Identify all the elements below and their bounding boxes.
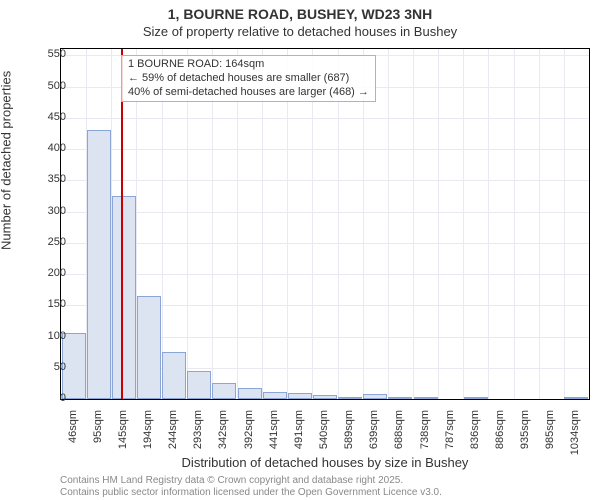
- gridline-h: [61, 274, 589, 275]
- chart-title: 1, BOURNE ROAD, BUSHEY, WD23 3NH: [0, 6, 600, 22]
- gridline-v: [463, 49, 464, 399]
- ytick-label: 300: [48, 205, 66, 217]
- gridline-h: [61, 180, 589, 181]
- xtick-label: 392sqm: [243, 410, 255, 460]
- xtick-label: 589sqm: [343, 410, 355, 460]
- xtick-label: 1034sqm: [569, 410, 581, 460]
- ytick-label: 200: [48, 267, 66, 279]
- ytick-label: 400: [48, 142, 66, 154]
- ytick-label: 0: [60, 392, 66, 404]
- gridline-h: [61, 212, 589, 213]
- xtick-label: 95sqm: [92, 410, 104, 460]
- bar: [313, 395, 337, 399]
- bar: [363, 394, 387, 399]
- xtick-label: 935sqm: [519, 410, 531, 460]
- gridline-h: [61, 243, 589, 244]
- gridline-v: [539, 49, 540, 399]
- xtick-label: 738sqm: [419, 410, 431, 460]
- chart-container: 1, BOURNE ROAD, BUSHEY, WD23 3NH Size of…: [0, 0, 600, 500]
- chart-subtitle: Size of property relative to detached ho…: [0, 24, 600, 39]
- xtick-label: 540sqm: [318, 410, 330, 460]
- xtick-label: 886sqm: [494, 410, 506, 460]
- gridline-v: [514, 49, 515, 399]
- gridline-v: [488, 49, 489, 399]
- xtick-label: 985sqm: [544, 410, 556, 460]
- ytick-label: 350: [48, 173, 66, 185]
- ytick-label: 500: [48, 80, 66, 92]
- bar: [263, 392, 287, 400]
- ytick-label: 450: [48, 111, 66, 123]
- gridline-h: [61, 149, 589, 150]
- footnote-line: Contains HM Land Registry data © Crown c…: [60, 475, 590, 487]
- annotation-line: ← 59% of detached houses are smaller (68…: [128, 72, 369, 86]
- ytick-label: 50: [54, 361, 66, 373]
- footnote: Contains HM Land Registry data © Crown c…: [60, 475, 590, 498]
- gridline-v: [413, 49, 414, 399]
- xtick-label: 787sqm: [444, 410, 456, 460]
- xtick-label: 244sqm: [167, 410, 179, 460]
- ytick-label: 150: [48, 298, 66, 310]
- bar: [212, 383, 236, 399]
- bar: [414, 397, 438, 399]
- bar: [112, 196, 136, 399]
- gridline-h: [61, 118, 589, 119]
- bar: [388, 397, 412, 400]
- xtick-label: 639sqm: [368, 410, 380, 460]
- xtick-label: 688sqm: [393, 410, 405, 460]
- ytick-label: 250: [48, 236, 66, 248]
- xtick-label: 491sqm: [293, 410, 305, 460]
- xtick-label: 145sqm: [117, 410, 129, 460]
- xtick-label: 46sqm: [67, 410, 79, 460]
- annotation-box: 1 BOURNE ROAD: 164sqm ← 59% of detached …: [121, 55, 376, 102]
- xtick-label: 194sqm: [142, 410, 154, 460]
- annotation-line: 40% of semi-detached houses are larger (…: [128, 86, 369, 100]
- annotation-line: 1 BOURNE ROAD: 164sqm: [128, 58, 369, 72]
- bar: [288, 393, 312, 399]
- y-axis-label: Number of detached properties: [0, 71, 14, 250]
- plot-area: 1 BOURNE ROAD: 164sqm ← 59% of detached …: [60, 48, 590, 400]
- xtick-label: 293sqm: [192, 410, 204, 460]
- xtick-label: 342sqm: [217, 410, 229, 460]
- bar: [238, 388, 262, 399]
- xtick-label: 836sqm: [469, 410, 481, 460]
- bar: [187, 371, 211, 399]
- ytick-label: 100: [48, 330, 66, 342]
- footnote-line: Contains public sector information licen…: [60, 487, 590, 499]
- gridline-v: [388, 49, 389, 399]
- xtick-label: 441sqm: [268, 410, 280, 460]
- gridline-v: [564, 49, 565, 399]
- bar: [338, 397, 362, 400]
- bar: [137, 296, 161, 399]
- bar: [162, 352, 186, 399]
- gridline-v: [438, 49, 439, 399]
- ytick-label: 550: [48, 48, 66, 60]
- bar: [87, 130, 111, 399]
- bar: [464, 397, 488, 399]
- bar: [564, 397, 588, 399]
